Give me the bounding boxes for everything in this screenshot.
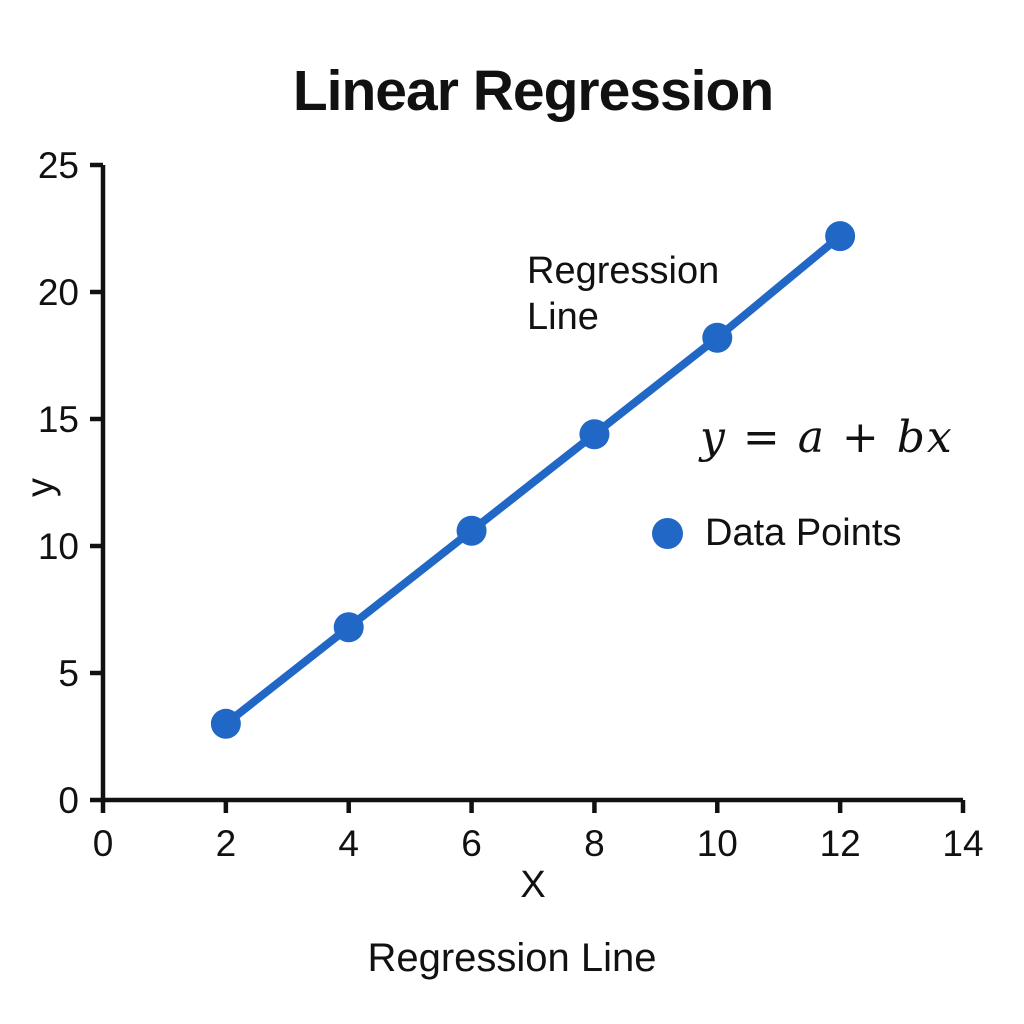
x-tick-label: 10: [697, 823, 738, 864]
annotation-line-2: Line: [527, 296, 599, 339]
data-point-marker: [210, 708, 241, 739]
regression-line: [221, 232, 845, 728]
chart-title: Linear Regression: [292, 59, 774, 123]
y-tick-label: 20: [38, 272, 79, 313]
annotation-line-1: Regression: [527, 250, 720, 292]
data-point-marker: [456, 515, 487, 546]
x-tick-label: 12: [820, 823, 861, 864]
legend: Data Points: [652, 512, 901, 555]
y-axis-label: y: [19, 478, 62, 497]
data-point-marker: [579, 419, 610, 450]
x-tick-label: 8: [584, 823, 605, 864]
y-tick-label: 15: [38, 399, 79, 440]
data-point-marker: [825, 221, 856, 252]
y-tick-label: 0: [58, 780, 79, 821]
regression-formula: y = a + bx: [700, 412, 954, 463]
regression-line-annotation: Regression Line: [527, 248, 719, 341]
x-tick-label: 0: [93, 823, 114, 864]
x-tick-label: 6: [461, 823, 482, 864]
y-tick-label: 5: [58, 653, 79, 694]
y-tick-label: 10: [38, 526, 79, 567]
x-axis-label: X: [520, 864, 546, 906]
x-tick-label: 2: [216, 823, 237, 864]
chart-caption: Regression Line: [367, 936, 657, 980]
y-tick-label: 25: [38, 145, 79, 186]
x-tick-label: 4: [338, 823, 359, 864]
legend-circle-marker-icon: [652, 518, 683, 549]
legend-label: Data Points: [705, 512, 902, 554]
x-tick-label: 14: [942, 823, 983, 864]
data-point-marker: [333, 612, 364, 643]
data-point-marker: [702, 322, 733, 353]
